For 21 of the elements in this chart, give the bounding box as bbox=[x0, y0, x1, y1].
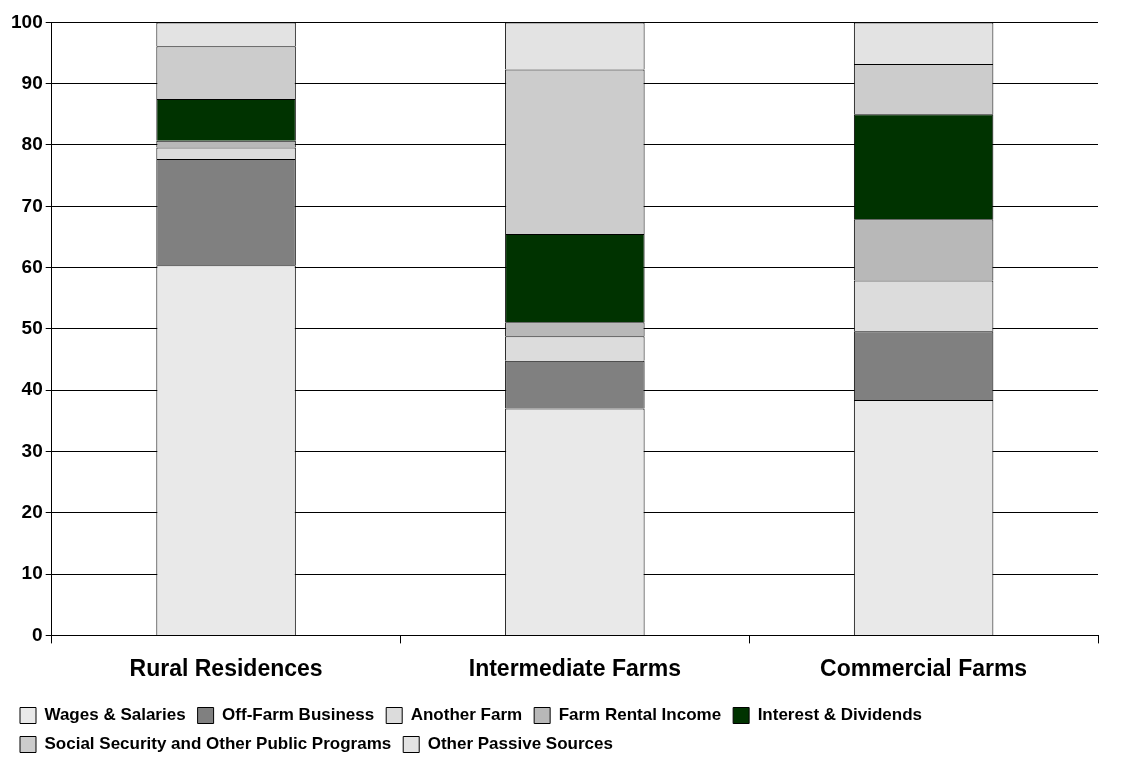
legend-label: Another Farm bbox=[410, 705, 523, 725]
y-tick-label: 10 bbox=[21, 562, 43, 584]
y-tick-label: 100 bbox=[11, 10, 43, 32]
x-tick-label: Intermediate Farms bbox=[468, 654, 681, 681]
legend-label: Social Security and Other Public Programs bbox=[44, 734, 392, 754]
x-tick-label: Commercial Farms bbox=[820, 654, 1028, 681]
y-tick-label: 90 bbox=[21, 71, 43, 93]
legend-label: Other Passive Sources bbox=[427, 734, 613, 754]
y-tick-label: 0 bbox=[32, 623, 43, 645]
y-tick-label: 60 bbox=[21, 255, 43, 277]
y-tick-label: 50 bbox=[21, 317, 43, 339]
y-tick-label: 70 bbox=[21, 194, 43, 216]
legend-label: Off-Farm Business bbox=[222, 705, 375, 725]
legend-label: Wages & Salaries bbox=[44, 705, 186, 725]
legend-label: Farm Rental Income bbox=[558, 705, 722, 725]
y-tick-label: 20 bbox=[21, 501, 43, 523]
y-tick-label: 80 bbox=[21, 133, 43, 155]
legend-label: Interest & Dividends bbox=[757, 705, 923, 725]
y-tick-label: 40 bbox=[21, 378, 43, 400]
y-tick-label: 30 bbox=[21, 439, 43, 461]
x-tick-label: Rural Residences bbox=[129, 654, 323, 681]
